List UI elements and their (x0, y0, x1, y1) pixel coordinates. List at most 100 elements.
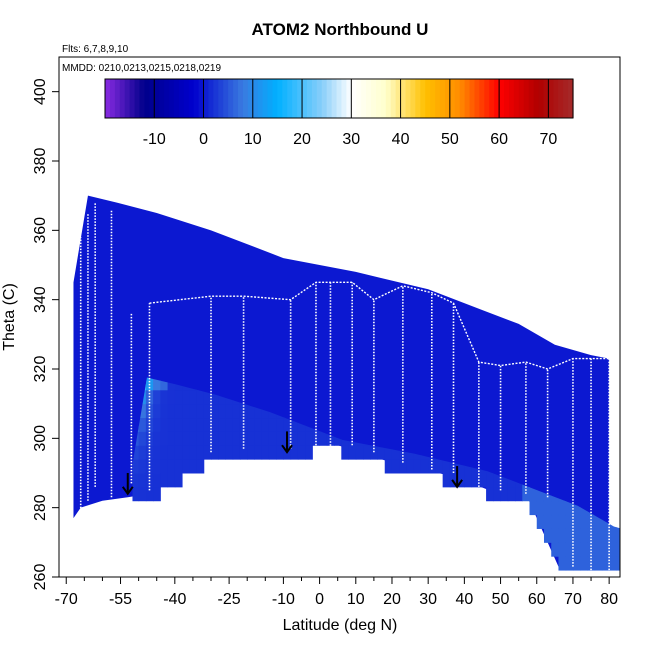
wind-cell (66, 334, 74, 348)
x-axis: -70 -55 -40 -25 -10 0 10 20 30 40 50 60 70 80 (55, 577, 618, 608)
wind-cell (254, 418, 262, 432)
colorbar-tick-label: 40 (392, 131, 410, 148)
wind-cell (240, 404, 248, 418)
wind-cell (182, 404, 190, 418)
wind-cell (573, 515, 581, 529)
wind-cell (276, 418, 284, 432)
wind-cell (59, 376, 67, 390)
wind-cell (566, 334, 574, 348)
wind-cell (168, 445, 176, 459)
colorbar-segment (346, 79, 352, 118)
colorbar-segment (410, 79, 416, 118)
colorbar-segment (375, 79, 382, 118)
colorbar-segment (159, 79, 165, 118)
wind-cell (558, 556, 566, 570)
wind-cell (66, 473, 74, 487)
wind-cell (269, 431, 277, 445)
wind-cell (587, 542, 595, 556)
x-tick-label: -70 (55, 591, 78, 608)
wind-cell (595, 515, 603, 529)
colorbar-segment (297, 79, 303, 118)
wind-cell (566, 515, 574, 529)
colorbar-segment (218, 79, 224, 118)
wind-cell (218, 431, 226, 445)
wind-cell (558, 542, 566, 556)
wind-cell (160, 404, 168, 418)
colorbar-segment (188, 79, 195, 118)
wind-cell (139, 445, 147, 459)
wind-cell (160, 445, 168, 459)
wind-cell (349, 445, 357, 459)
wind-cell (551, 501, 559, 515)
colorbar-segment (489, 79, 495, 118)
wind-cell (269, 418, 277, 432)
wind-cell (551, 515, 559, 529)
wind-cell (580, 528, 588, 542)
wind-cell (59, 445, 67, 459)
wind-cell (609, 459, 617, 473)
colorbar-segment (420, 79, 426, 118)
wind-cell (139, 431, 147, 445)
colorbar-segment (154, 79, 160, 118)
colorbar-segment (139, 79, 146, 118)
wind-cell (153, 390, 161, 404)
wind-cell (479, 473, 487, 487)
wind-cell (580, 556, 588, 570)
wind-cell (558, 528, 566, 542)
wind-cell (160, 431, 168, 445)
x-tick-label: -40 (163, 591, 186, 608)
colorbar-segment (321, 79, 328, 118)
colorbar-segment (213, 79, 219, 118)
wind-cell (566, 542, 574, 556)
wind-cell (573, 556, 581, 570)
wind-cell (211, 390, 219, 404)
colorbar-segment (282, 79, 288, 118)
colorbar-segment (233, 79, 239, 118)
colorbar-segment (435, 79, 441, 118)
wind-cell (595, 528, 603, 542)
colorbar-segment (164, 79, 170, 118)
y-tick-label: 340 (32, 286, 49, 313)
colorbar-segment (504, 79, 510, 118)
wind-cell (240, 445, 248, 459)
wind-cell (609, 348, 617, 362)
wind-cell (443, 459, 451, 473)
wind-cell (537, 515, 545, 529)
wind-cell (225, 223, 233, 237)
wind-cell (175, 445, 183, 459)
wind-cell (254, 445, 262, 459)
colorbar-segment (124, 79, 131, 118)
wind-cell (486, 473, 494, 487)
colorbar-segment (464, 79, 471, 118)
wind-cell (168, 418, 176, 432)
wind-cell (153, 459, 161, 473)
colorbar-segments (105, 79, 574, 118)
colorbar-segment (513, 79, 520, 118)
wind-cell (602, 556, 610, 570)
wind-cell (414, 459, 422, 473)
colorbar-tick-label: -10 (143, 131, 166, 148)
wind-cell (305, 445, 313, 459)
wind-cell (160, 473, 168, 487)
wind-cell (153, 404, 161, 418)
tropopause-arrow-head (451, 479, 463, 489)
wind-cell (197, 390, 205, 404)
wind-cell (197, 418, 205, 432)
wind-cell (168, 390, 176, 404)
wind-cell (609, 515, 617, 529)
wind-cell (197, 445, 205, 459)
x-tick-label: 10 (347, 591, 365, 608)
wind-cell (204, 445, 212, 459)
chart-title: ATOM2 Northbound U (252, 20, 429, 39)
wind-cell (153, 376, 161, 390)
wind-cell (168, 404, 176, 418)
wind-cell (530, 501, 538, 515)
wind-cell (197, 431, 205, 445)
x-tick-label: -25 (218, 591, 241, 608)
wind-cell (160, 390, 168, 404)
wind-cell (544, 515, 552, 529)
colorbar-segment (316, 79, 323, 118)
colorbar-segment (292, 79, 298, 118)
wind-cell (283, 418, 291, 432)
colorbar-segment (568, 79, 574, 118)
